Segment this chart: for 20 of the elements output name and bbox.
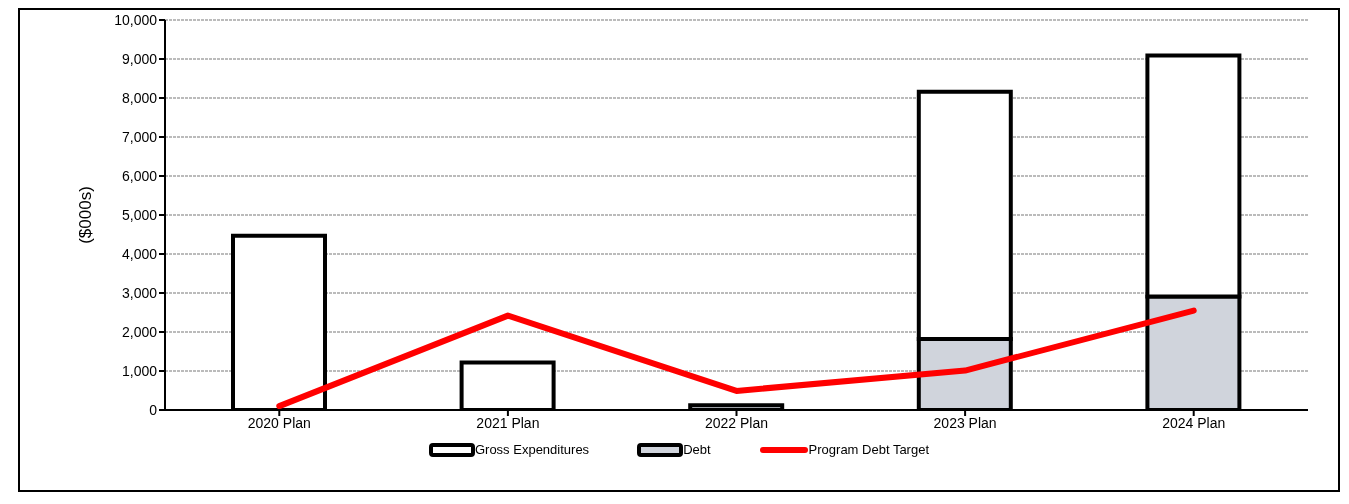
x-tick-label: 2022 Plan (704, 414, 769, 431)
y-tick-label: 6,000 (121, 167, 158, 184)
y-tick-label: 9,000 (121, 50, 158, 67)
y-tick-label: 8,000 (121, 89, 158, 106)
y-tick-label: 7,000 (121, 128, 158, 145)
y-axis-title: ($000s) (76, 186, 96, 244)
legend-label: Gross Expenditures (474, 442, 590, 457)
x-tick-label: 2020 Plan (247, 414, 311, 431)
y-tick-label: 3,000 (121, 284, 158, 301)
y-tick-label: 1,000 (121, 362, 158, 379)
x-tick-label: 2023 Plan (933, 414, 997, 431)
y-tick-label: 0 (149, 401, 158, 418)
y-tick-label: 10,000 (114, 11, 158, 28)
x-tick-label: 2024 Plan (1162, 414, 1226, 431)
x-tick-label: 2021 Plan (476, 414, 540, 431)
y-tick-label: 2,000 (121, 323, 158, 340)
y-tick-label: 4,000 (121, 245, 158, 262)
legend-label: Program Debt Target (808, 442, 930, 457)
y-tick-label: 5,000 (121, 206, 158, 223)
legend-label: Debt (683, 442, 711, 457)
